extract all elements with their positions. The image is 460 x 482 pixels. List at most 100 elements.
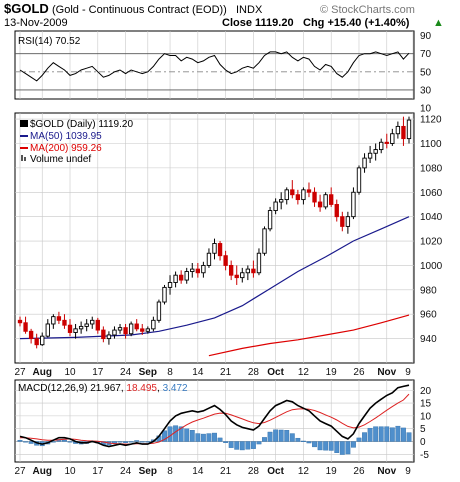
- x-tick-label: Aug: [33, 367, 52, 378]
- macd-hist-bar: [323, 441, 329, 451]
- candle: [206, 248, 212, 268]
- macd-hist-bar: [28, 441, 34, 444]
- macd-hist-bar: [362, 432, 367, 442]
- x-tick-label: 14: [192, 367, 204, 378]
- macd-hist-bar: [178, 426, 184, 442]
- candle: [290, 180, 295, 199]
- macd-y-tick: 10: [420, 411, 432, 422]
- macd-hist-bar: [278, 429, 284, 442]
- x-tick-label: 21: [220, 367, 232, 378]
- candle: [251, 260, 256, 278]
- candle: [362, 153, 367, 173]
- candle: [151, 316, 156, 332]
- macd-hist-bar: [162, 430, 167, 442]
- x-tick-label: 12: [298, 367, 310, 378]
- candle: [379, 138, 384, 154]
- change-label: Chg +15.40 (+1.40%): [303, 17, 410, 29]
- x-tick-label: 28: [248, 367, 260, 378]
- macd-hist-bar: [200, 433, 206, 442]
- candle: [162, 284, 167, 305]
- candle: [245, 265, 251, 281]
- candle: [17, 316, 23, 327]
- x-tick-label: 17: [92, 367, 104, 378]
- macd-y-tick: 5: [420, 424, 426, 435]
- macd-hist-bar: [223, 441, 229, 443]
- candle: [312, 187, 317, 207]
- macd-hist-bar: [195, 433, 201, 442]
- candle: [62, 314, 67, 329]
- x-tick-label: 26: [353, 466, 365, 477]
- macd-x-axis: 27 Aug 10 17 24 Sep 8 14 21 28 Oct 12 19 26 Nov 9: [14, 466, 411, 477]
- candle: [262, 226, 267, 256]
- candle: [356, 165, 362, 195]
- candle: [223, 250, 228, 271]
- macd-hist-bar: [217, 437, 223, 442]
- candle: [279, 192, 284, 210]
- volume-legend-swatch: [21, 155, 23, 161]
- macd-hist-bar: [345, 441, 351, 455]
- macd-hist-bar: [367, 427, 373, 442]
- macd-hist-bar: [356, 437, 362, 442]
- rsi-y-tick: 90: [420, 31, 432, 42]
- price-y-tick: 940: [420, 334, 437, 345]
- macd-hist-bar: [378, 426, 384, 442]
- candle: [367, 145, 373, 163]
- candle: [56, 311, 62, 324]
- change-arrow-icon: ▲: [433, 17, 444, 29]
- x-tick-label: 17: [92, 466, 104, 477]
- candle: [323, 192, 328, 210]
- price-y-tick: 980: [420, 285, 437, 296]
- macd-hist-bar: [184, 428, 190, 442]
- candle: [351, 187, 356, 220]
- candle: [23, 316, 28, 334]
- macd-y-tick: -5: [420, 450, 429, 461]
- macd-hist-bar: [67, 441, 73, 443]
- x-tick-label: 8: [167, 367, 173, 378]
- legend-volume: Volume undef: [30, 154, 91, 165]
- macd-hist-bar: [228, 441, 234, 448]
- candle: [45, 319, 50, 338]
- candle: [295, 189, 301, 205]
- rsi-panel: [14, 30, 415, 100]
- macd-hist-bar: [328, 441, 334, 451]
- rsi-y-tick: 50: [420, 67, 432, 78]
- macd-hist-bar: [128, 441, 134, 443]
- x-tick-label: 28: [248, 466, 260, 477]
- x-tick-label: Nov: [377, 367, 396, 378]
- candle: [301, 187, 306, 205]
- candle: [156, 299, 162, 323]
- x-tick-label: 9: [405, 466, 411, 477]
- macd-hist-bar: [212, 432, 217, 442]
- candle: [401, 116, 406, 146]
- candle: [334, 199, 339, 222]
- macd-hist-bar: [401, 427, 406, 442]
- macd-y-tick: 0: [420, 437, 426, 448]
- macd-hist-bar: [284, 430, 290, 442]
- macd-hist-bar: [295, 437, 301, 442]
- rsi-y-axis: 90 70 50 30 10: [420, 31, 432, 115]
- legend-price: $GOLD (Daily) 1119.20: [30, 119, 133, 130]
- legend-ma200: MA(200) 959.26: [30, 143, 102, 154]
- x-tick-label: 10: [64, 367, 76, 378]
- x-tick-label: Nov: [377, 466, 396, 477]
- x-tick-label: 12: [298, 466, 310, 477]
- close-label: Close 1119.20: [222, 17, 294, 29]
- candle: [123, 323, 128, 339]
- x-tick-label: 10: [64, 466, 76, 477]
- candle: [90, 316, 95, 329]
- macd-hist-bar: [273, 429, 279, 442]
- macd-signal-line: [20, 393, 410, 445]
- candle: [134, 319, 139, 332]
- price-y-tick: 1040: [420, 212, 443, 223]
- candle: [267, 206, 273, 232]
- price-y-tick: 1060: [420, 188, 443, 199]
- macd-y-tick: 15: [420, 399, 432, 410]
- candle: [273, 198, 278, 215]
- macd-hist-bar: [312, 441, 317, 448]
- candle: [240, 267, 245, 283]
- macd-hist-bar: [239, 441, 245, 451]
- macd-hist-bar: [206, 433, 212, 442]
- candle: [106, 331, 112, 345]
